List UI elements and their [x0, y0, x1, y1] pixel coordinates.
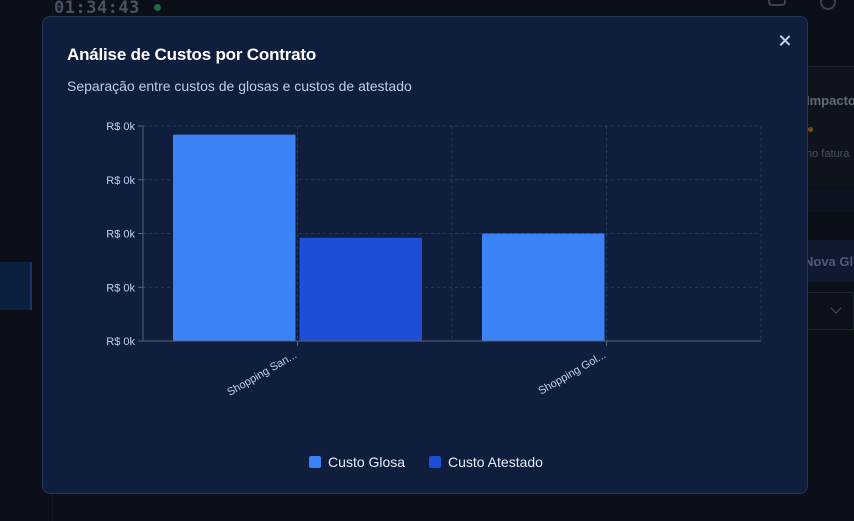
- legend-swatch-glosa: [309, 456, 322, 469]
- cost-bar-chart: R$ 0k R$ 0k R$ 0k R$ 0k R$ 0k Shopping San...…: [106, 121, 762, 399]
- clock-display: 01:34:43: [54, 0, 140, 18]
- warning-dot: [808, 127, 813, 132]
- sidebar-item-active: [0, 262, 32, 310]
- bar-glosa: [173, 134, 296, 341]
- panel-heading: Impacto: [806, 93, 854, 108]
- y-tick-label: R$ 0k: [106, 229, 135, 241]
- y-tick-label: R$ 0k: [106, 336, 135, 348]
- legend-label-atestado: Custo Atestado: [447, 454, 543, 471]
- modal-subtitle: Separação entre custos de glosas e custo…: [67, 78, 412, 94]
- panel-text: no fatura: [806, 148, 850, 160]
- modal-title: Análise de Custos por Contrato: [67, 45, 317, 64]
- x-tick-label: Shopping San...: [225, 349, 299, 399]
- new-glosa-label: Nova Gl: [804, 254, 854, 269]
- legend-label-glosa: Custo Glosa: [328, 454, 406, 471]
- status-dot: [154, 4, 161, 11]
- bar-atestado: [299, 237, 422, 341]
- legend-item-atestado[interactable]: Custo Atestado: [428, 454, 543, 471]
- y-tick-label: R$ 0k: [106, 175, 135, 187]
- cost-analysis-modal: Análise de Custos por Contrato Separação…: [42, 16, 808, 494]
- legend-item-glosa[interactable]: Custo Glosa: [309, 454, 405, 470]
- chart-legend: Custo Glosa Custo Atestado: [43, 453, 809, 470]
- y-tick-label: R$ 0k: [106, 121, 135, 133]
- bar-glosa: [482, 233, 605, 341]
- x-tick-label: Shopping Gol...: [536, 349, 608, 397]
- bell-icon: [768, 0, 786, 6]
- y-tick-label: R$ 0k: [106, 282, 135, 294]
- legend-swatch-atestado: [428, 456, 441, 469]
- gear-icon: [820, 0, 836, 10]
